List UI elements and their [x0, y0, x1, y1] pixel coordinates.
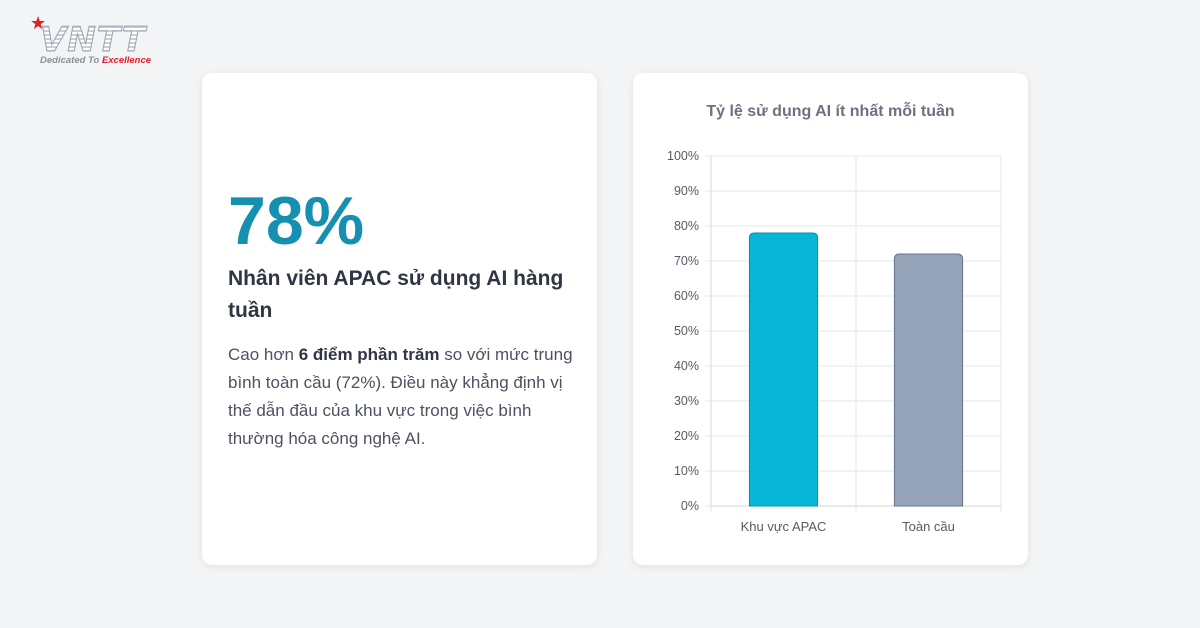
y-tick-label: 80%: [674, 219, 699, 233]
y-tick-label: 70%: [674, 254, 699, 268]
chart-title: Tỷ lệ sử dụng AI ít nhất mỗi tuần: [706, 103, 955, 120]
stat-heading: Nhân viên APAC sử dụng AI hàng tuần: [228, 267, 564, 322]
y-tick-label: 60%: [674, 289, 699, 303]
bar-global: [893, 253, 964, 507]
logo-wordmark: VNTT: [40, 20, 146, 60]
bar-apac: [748, 232, 819, 507]
stat-value: 78%: [228, 183, 365, 259]
stat-card: 78% Nhân viên APAC sử dụng AI hàng tuần …: [202, 73, 597, 565]
y-tick-label: 0%: [681, 499, 699, 513]
logo-tagline: Dedicated To Excellence: [40, 55, 152, 66]
bar-chart: 0% 10% 20% 30% 40% 50% 60% 70% 80% 90% 100% Khu vực…: [667, 149, 1002, 534]
y-tick-label: 100%: [667, 149, 699, 163]
stat-highlight: 6 điểm phần trăm: [298, 345, 440, 364]
y-tick-label: 20%: [674, 429, 699, 443]
y-tick-label: 50%: [674, 324, 699, 338]
y-tick-label: 90%: [674, 184, 699, 198]
y-tick-label: 40%: [674, 359, 699, 373]
stat-description: Cao hơn 6 điểm phần trăm so với mức trun…: [228, 345, 573, 448]
chart-card: Tỷ lệ sử dụng AI ít nhất mỗi tuần 0% 10% 2…: [633, 73, 1028, 565]
y-tick-label: 30%: [674, 394, 699, 408]
y-tick-label: 10%: [674, 464, 699, 478]
x-tick-label: Khu vực APAC: [741, 519, 827, 534]
star-icon: ★: [30, 13, 47, 33]
vntt-logo: ★ VNTT Dedicated To Excellence: [28, 14, 178, 68]
x-tick-label: Toàn cầu: [902, 519, 955, 534]
